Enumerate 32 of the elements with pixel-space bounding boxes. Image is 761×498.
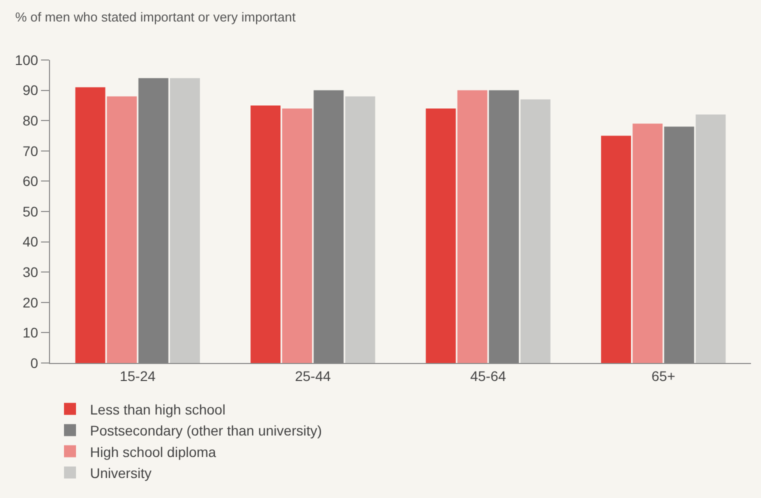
legend-label: University [90, 464, 152, 481]
y-tick-label: 80 [22, 112, 38, 128]
bar [457, 90, 488, 363]
bar [426, 108, 456, 363]
y-tick-label: 10 [22, 324, 38, 341]
y-tick-label: 40 [22, 234, 38, 250]
legend-label: Postsecondary (other than university) [90, 422, 322, 439]
y-tick-label: 100 [14, 52, 38, 68]
bar [345, 96, 376, 363]
legend-label: High school diploma [90, 444, 216, 460]
y-tick-label: 0 [30, 354, 38, 371]
y-tick-label: 90 [22, 82, 38, 98]
bar [696, 114, 726, 363]
bar [282, 108, 312, 363]
y-tick-label: 20 [22, 294, 38, 310]
bar [632, 124, 663, 363]
legend-label: Less than high school [90, 401, 226, 418]
chart-title: % of men who stated important or very important [15, 10, 296, 25]
y-tick-label: 50 [22, 203, 38, 220]
x-tick-label: 15-24 [120, 368, 156, 384]
bar [601, 136, 632, 363]
y-tick-label: 30 [22, 264, 38, 280]
y-tick-label: 70 [22, 142, 38, 159]
bar [520, 99, 550, 363]
x-tick-label: 65+ [652, 368, 676, 384]
y-tick-label: 60 [22, 173, 38, 190]
bar [75, 87, 106, 363]
bar [250, 105, 281, 363]
bar [170, 78, 200, 363]
x-tick-label: 25-44 [294, 368, 331, 384]
bar [106, 96, 137, 363]
x-tick-label: 45-64 [470, 368, 506, 384]
